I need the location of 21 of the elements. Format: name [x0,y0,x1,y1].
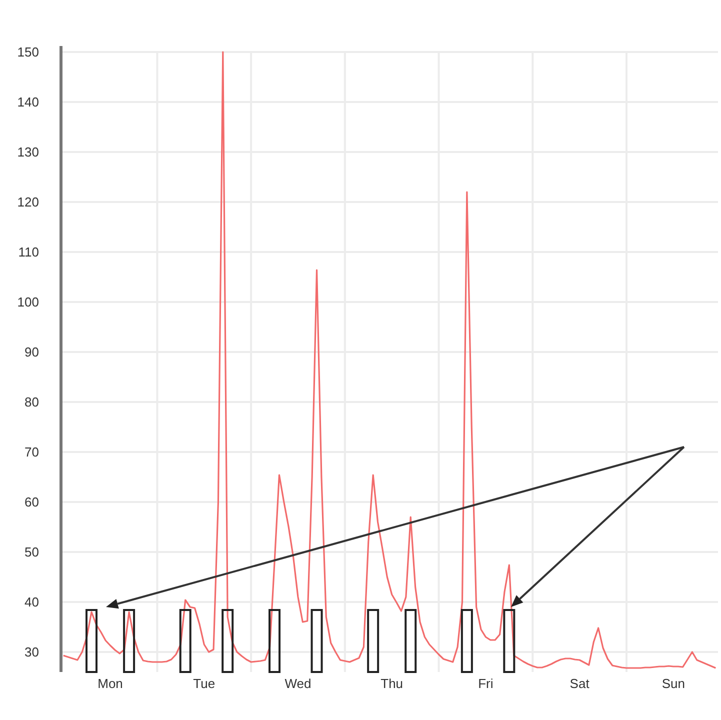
y-tick-label: 140 [17,94,39,110]
y-tick-label: 120 [17,194,39,210]
y-tick-label: 40 [24,594,39,610]
x-tick-label: Sat [570,676,590,691]
y-tick-label: 130 [17,144,39,160]
x-tick-label: Sun [662,676,685,691]
x-tick-label: Mon [98,676,123,691]
y-tick-label: 50 [24,544,39,560]
x-tick-label: Fri [478,676,494,691]
y-tick-label: 110 [18,244,39,260]
x-tick-label: Tue [193,676,216,691]
y-tick-label: 60 [24,494,39,510]
y-tick-label: 70 [24,444,39,460]
y-tick-label: 100 [17,294,39,310]
line-series [62,51,716,669]
x-tick-label: Wed [284,676,312,691]
y-tick-label: 90 [24,344,39,360]
x-tick-label: Thu [380,676,404,691]
y-tick-label: 80 [24,394,39,410]
y-tick-label: 150 [17,44,39,60]
y-tick-label: 30 [24,644,39,660]
